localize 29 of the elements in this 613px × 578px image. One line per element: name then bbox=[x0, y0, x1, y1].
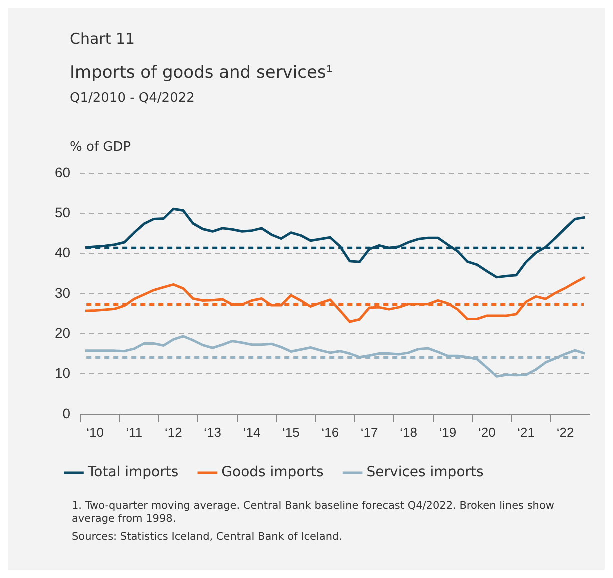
y-tick-label: 50 bbox=[54, 204, 71, 220]
x-tick-label: ‘18 bbox=[400, 424, 418, 440]
x-tick-label: ‘19 bbox=[439, 424, 457, 440]
x-tick-label: ‘20 bbox=[478, 424, 496, 440]
x-tick-label: ‘16 bbox=[322, 424, 340, 440]
y-tick-label: 0 bbox=[62, 405, 71, 422]
x-tick-label: ‘13 bbox=[204, 424, 222, 440]
legend-label: Services imports bbox=[366, 464, 484, 481]
x-tick-label: ‘12 bbox=[164, 424, 182, 440]
y-tick-label: 60 bbox=[54, 164, 71, 180]
legend-label: Total imports bbox=[87, 464, 179, 481]
x-tick-label: ‘15 bbox=[282, 424, 300, 440]
source-note: Sources: Statistics Iceland, Central Bank of Iceland. bbox=[72, 531, 344, 544]
x-tick-label: ‘21 bbox=[518, 424, 535, 440]
legend-label: Goods imports bbox=[222, 464, 324, 481]
y-tick-label: 40 bbox=[54, 244, 71, 261]
chart-subtitle: Q1/2010 - Q4/2022 bbox=[70, 91, 195, 106]
x-tick-label: ‘10 bbox=[86, 424, 104, 440]
x-tick-label: ‘11 bbox=[126, 424, 143, 440]
y-tick-label: 30 bbox=[54, 284, 71, 301]
y-tick-label: 20 bbox=[54, 324, 71, 341]
x-tick-label: ‘14 bbox=[243, 424, 261, 440]
x-tick-label: ‘22 bbox=[556, 424, 574, 440]
x-tick-label: ‘17 bbox=[360, 424, 378, 440]
chart-title: Imports of goods and services¹ bbox=[70, 63, 334, 83]
caption: Chart 11 bbox=[70, 30, 136, 48]
text: 1. Two-quarter moving average. Central Bank baseline forecast Q4/2022. Broken lines show average from 1998. bbox=[72, 500, 556, 526]
y-axis-title: % of GDP bbox=[70, 140, 132, 155]
y-tick-label: 10 bbox=[54, 365, 71, 382]
